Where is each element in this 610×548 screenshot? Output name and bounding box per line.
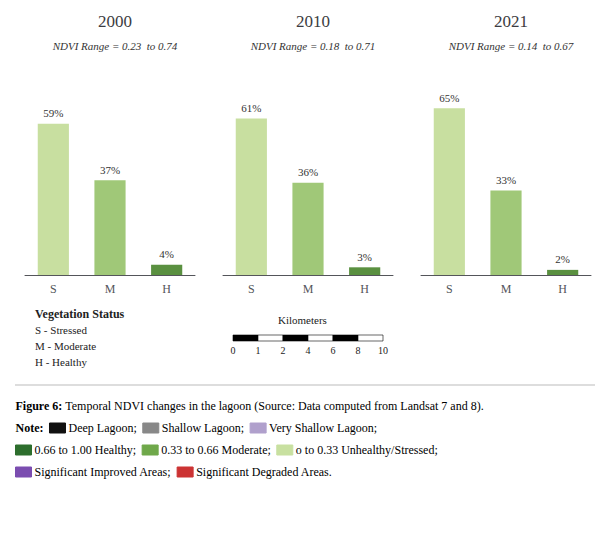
svg-text:M - Moderate: M - Moderate [35, 340, 96, 352]
svg-text:S - Stressed: S - Stressed [35, 324, 87, 336]
svg-text:2021: 2021 [494, 12, 528, 31]
svg-text:4: 4 [306, 345, 311, 356]
svg-text:0: 0 [231, 345, 236, 356]
svg-text:H: H [162, 282, 171, 296]
svg-text:M: M [501, 282, 512, 296]
svg-text:H: H [558, 282, 567, 296]
svg-text:33%: 33% [496, 174, 516, 186]
svg-text:Temporal NDVI changes in the l: Temporal NDVI changes in the lagoon (Sou… [65, 399, 483, 413]
svg-text:0.66 to 1.00 Healthy;: 0.66 to 1.00 Healthy; [35, 443, 137, 457]
svg-text:Significant Degraded Areas.: Significant Degraded Areas. [196, 465, 332, 479]
svg-text:Note:: Note: [16, 421, 44, 435]
svg-text:Shallow Lagoon;: Shallow Lagoon; [162, 421, 244, 435]
svg-text:3%: 3% [357, 251, 372, 263]
svg-text:H - Healthy: H - Healthy [35, 356, 87, 368]
svg-text:NDVI Range = 0.14 to 0.67: NDVI Range = 0.14 to 0.67 [448, 40, 574, 52]
svg-text:2%: 2% [555, 253, 570, 265]
svg-text:M: M [105, 282, 116, 296]
svg-text:Very Shallow Lagoon;: Very Shallow Lagoon; [269, 421, 377, 435]
svg-text:NDVI Range = 0.18 to 0.71: NDVI Range = 0.18 to 0.71 [250, 40, 376, 52]
svg-text:2000: 2000 [98, 12, 132, 31]
svg-text:S: S [50, 282, 57, 296]
svg-text:65%: 65% [439, 92, 459, 104]
svg-text:37%: 37% [100, 164, 120, 176]
svg-text:4%: 4% [159, 248, 174, 260]
svg-text:Vegetation Status: Vegetation Status [35, 307, 125, 321]
svg-text:8: 8 [356, 345, 361, 356]
svg-text:S: S [446, 282, 453, 296]
svg-text:Deep Lagoon;: Deep Lagoon; [68, 421, 136, 435]
svg-text:o to 0.33 Unhealthy/Stressed;: o to 0.33 Unhealthy/Stressed; [296, 443, 438, 457]
svg-text:6: 6 [331, 345, 336, 356]
svg-text:2010: 2010 [296, 12, 330, 31]
svg-text:1: 1 [256, 345, 261, 356]
svg-text:NDVI Range = 0.23 to 0.74: NDVI Range = 0.23 to 0.74 [52, 40, 178, 52]
svg-text:0.33 to 0.66 Moderate;: 0.33 to 0.66 Moderate; [161, 443, 271, 457]
svg-text:36%: 36% [298, 166, 318, 178]
svg-text:Figure 6:: Figure 6: [16, 399, 63, 413]
svg-text:M: M [303, 282, 314, 296]
svg-text:H: H [360, 282, 369, 296]
svg-text:61%: 61% [241, 102, 261, 114]
svg-text:Significant Improved Areas;: Significant Improved Areas; [35, 465, 171, 479]
svg-text:S: S [248, 282, 255, 296]
svg-text:10: 10 [378, 345, 388, 356]
svg-text:Kilometers: Kilometers [278, 314, 327, 326]
svg-text:2: 2 [281, 345, 286, 356]
svg-text:59%: 59% [43, 107, 63, 119]
